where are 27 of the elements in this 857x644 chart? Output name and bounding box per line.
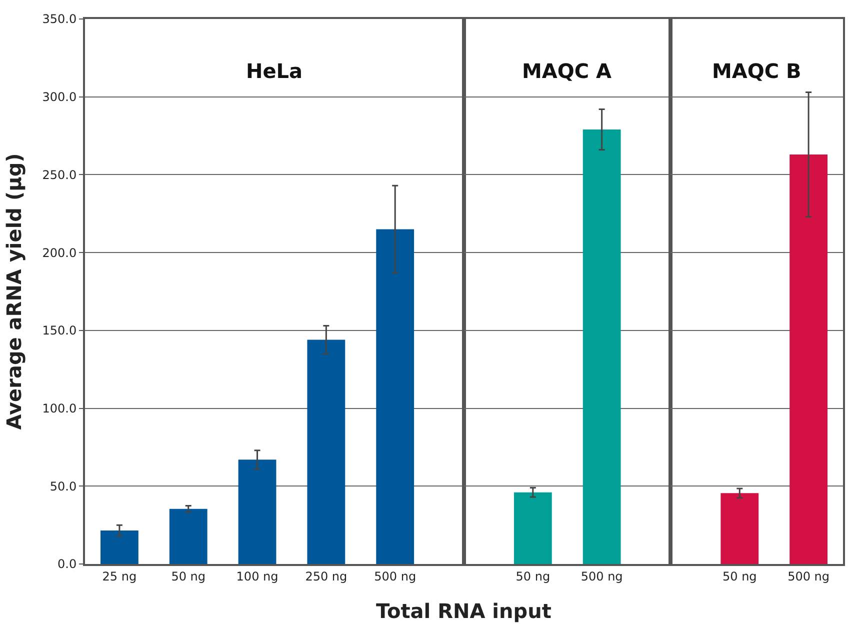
y-tick-label: 0.0	[58, 557, 77, 572]
text: MAQC A	[522, 59, 612, 83]
x-tick-label: 250 ng	[305, 569, 348, 584]
bar	[169, 508, 208, 564]
x-tick-label: 500 ng	[374, 569, 416, 584]
text: MAQC B	[712, 59, 802, 83]
y-tick-label: 200.0	[42, 246, 77, 260]
x-tick-label: 50 ng	[171, 569, 206, 584]
bar	[307, 340, 346, 564]
y-tick-label: 350.0	[42, 12, 77, 26]
y-tick-label: 150.0	[42, 324, 77, 338]
y-axis-title: Average aRNA yield (µg)	[2, 153, 26, 430]
bar	[376, 229, 414, 564]
x-tick-label: 50 ng	[516, 569, 550, 584]
y-tick-label: 300.0	[42, 90, 77, 104]
x-tick-label: 50 ng	[722, 569, 757, 584]
bar	[238, 460, 276, 564]
y-tick-label: 100.0	[42, 401, 77, 416]
y-tick-label: 250.0	[42, 168, 77, 182]
bar	[100, 530, 138, 564]
x-axis-title: Total RNA input	[376, 599, 552, 623]
x-tick-label: 500 ng	[788, 569, 830, 584]
y-tick-label: 50.0	[50, 479, 77, 494]
x-tick-label: 25 ng	[102, 569, 137, 584]
text: HeLa	[246, 59, 303, 83]
x-tick-label: 500 ng	[580, 569, 623, 584]
x-tick-label: 100 ng	[236, 569, 278, 584]
